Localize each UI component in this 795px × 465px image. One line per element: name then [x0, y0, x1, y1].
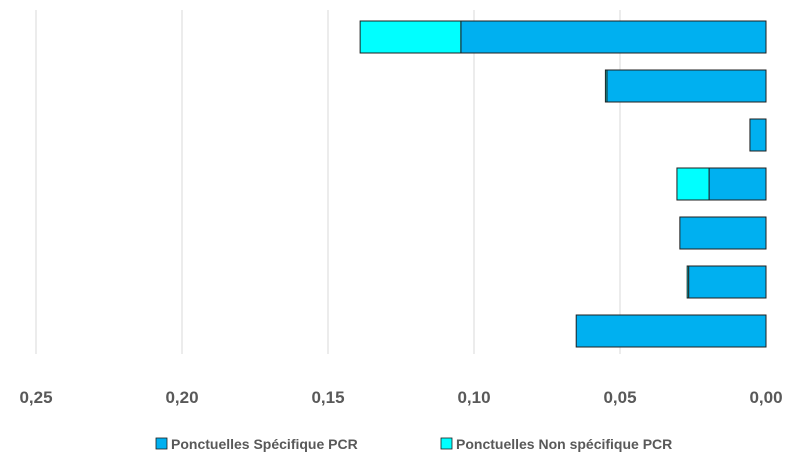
x-tick-label: 0,00	[749, 388, 782, 407]
x-axis-tick-labels: 0,25 0,20 0,15 0,10 0,05 0,00	[19, 388, 782, 407]
bar-non-specifique	[359, 20, 462, 54]
x-tick-label: 0,20	[165, 388, 198, 407]
bar-specifique	[606, 69, 767, 103]
legend-swatch-specifique	[155, 437, 168, 450]
legend-label-specifique: Ponctuelles Spécifique PCR	[171, 436, 358, 452]
x-tick-label: 0,15	[311, 388, 344, 407]
legend-label-non-specifique: Ponctuelles Non spécifique PCR	[456, 436, 672, 452]
bar-non-specifique	[604, 69, 608, 103]
bar-specifique	[708, 167, 767, 201]
gridlines	[35, 10, 621, 354]
bars	[359, 20, 767, 348]
bar-specifique	[688, 265, 767, 299]
legend: Ponctuelles Spécifique PCR Ponctuelles N…	[155, 436, 672, 452]
bar-specifique	[575, 314, 767, 348]
bar-non-specifique	[686, 265, 690, 299]
bar-specifique	[460, 20, 767, 54]
x-tick-label: 0,10	[457, 388, 490, 407]
bar-specifique	[749, 118, 767, 152]
x-tick-label: 0,05	[603, 388, 636, 407]
bar-specifique	[679, 216, 767, 250]
bar-non-specifique	[676, 167, 710, 201]
legend-swatch-non-specifique	[440, 437, 453, 450]
x-tick-label: 0,25	[19, 388, 52, 407]
